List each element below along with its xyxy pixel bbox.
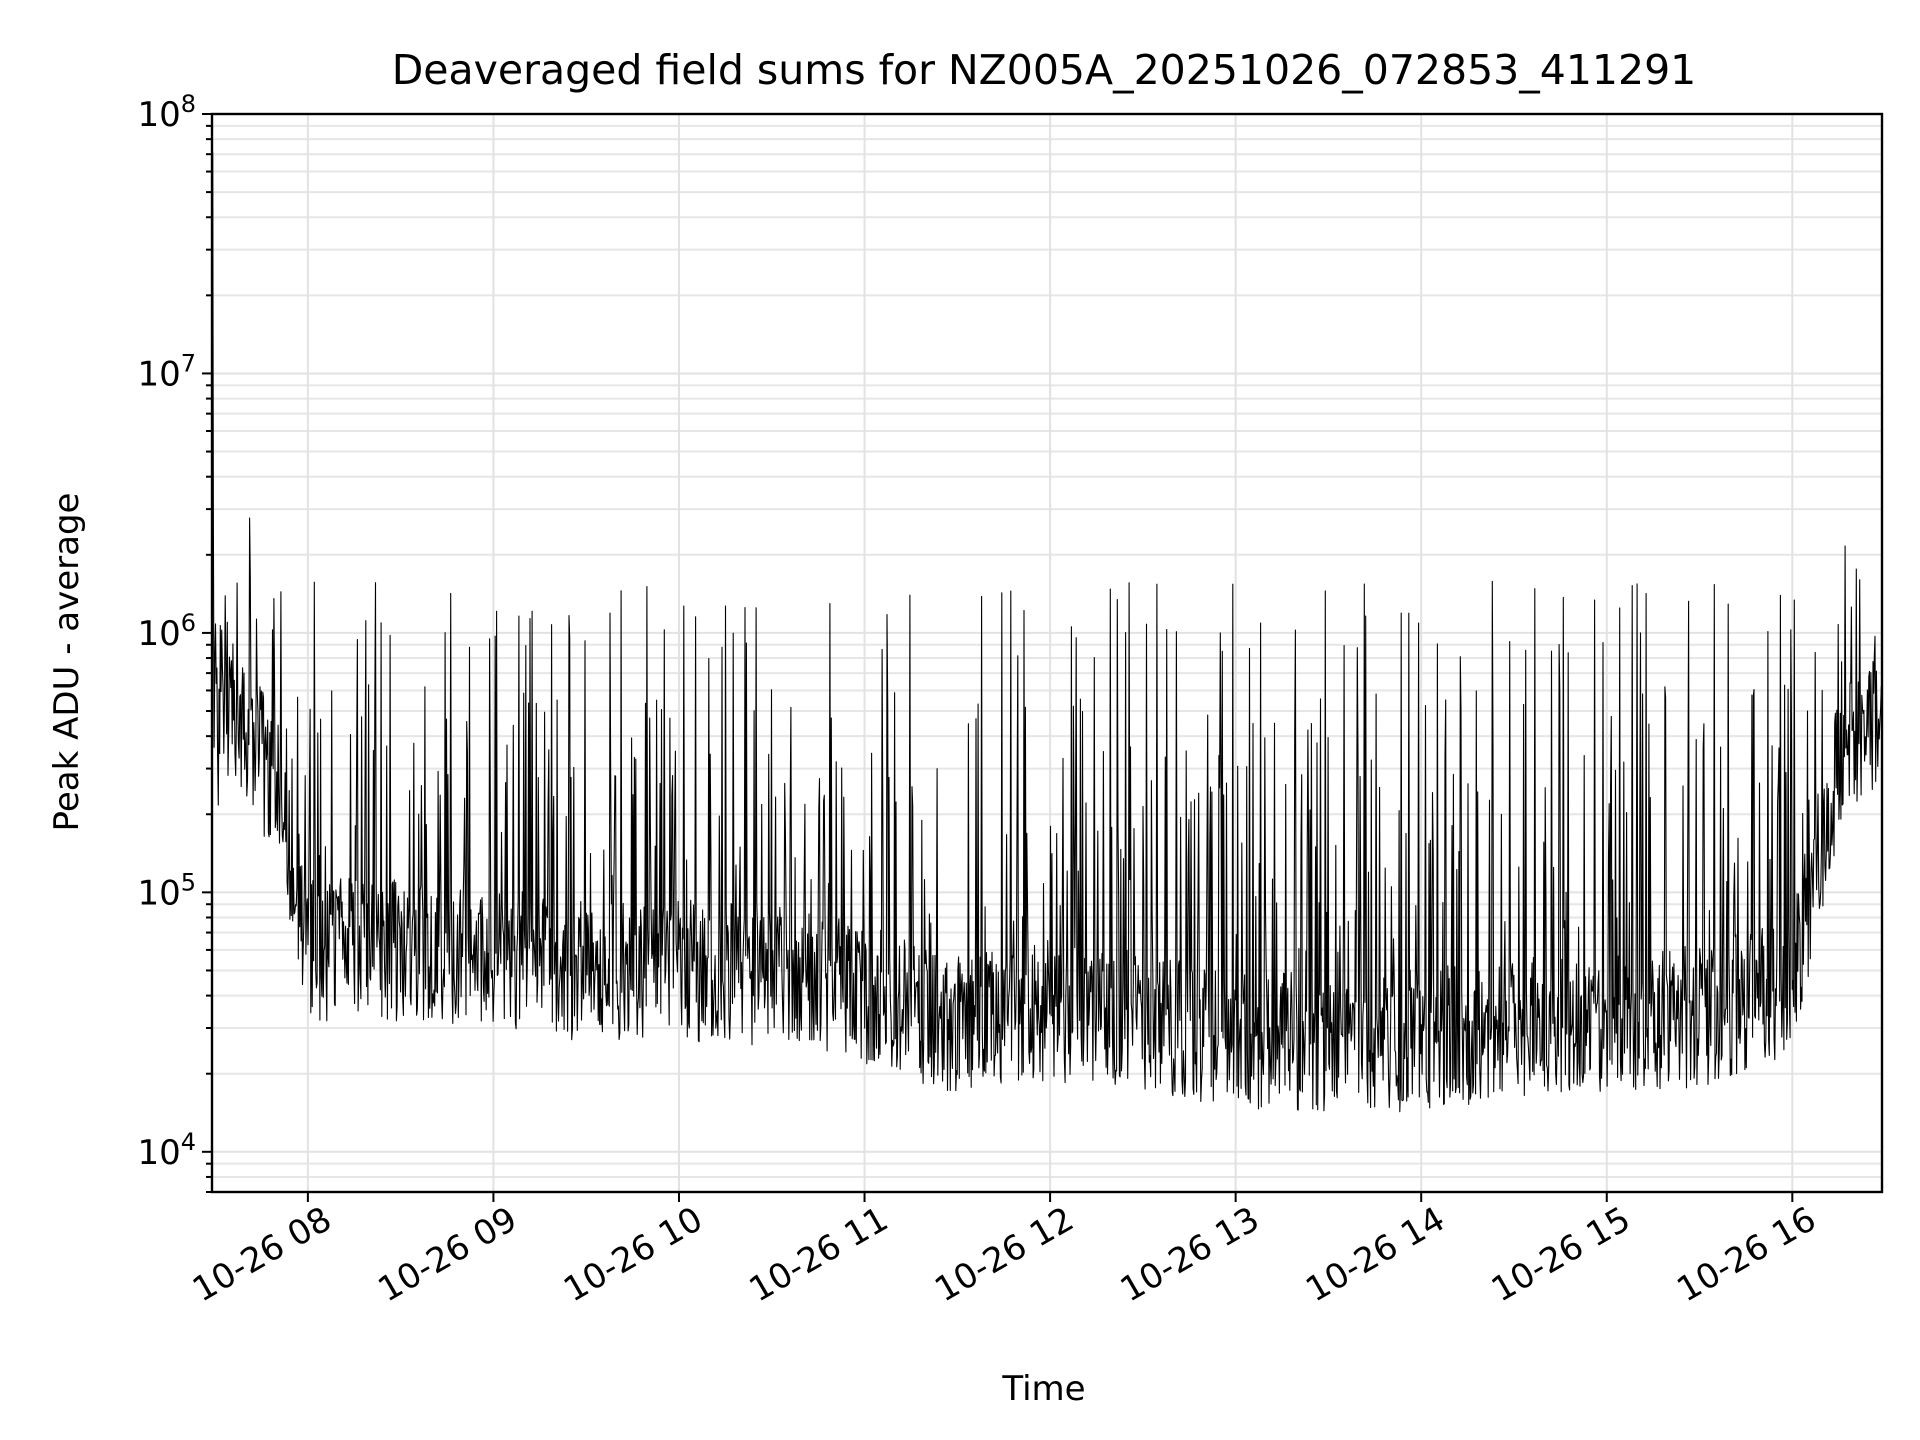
chart-title: Deaveraged field sums for NZ005A_2025102… <box>392 46 1697 94</box>
series-layer <box>211 152 1883 1113</box>
x-axis-label: Time <box>1001 1369 1085 1409</box>
plot-frame <box>210 112 1884 1194</box>
y-tick-label: 106 <box>137 609 196 654</box>
y-axis-label: Peak ADU - average <box>47 493 87 832</box>
x-tick-label: 10-26 14 <box>1299 1199 1451 1310</box>
x-tick-label: 10-26 15 <box>1485 1199 1637 1310</box>
y-tick-label: 108 <box>137 90 196 135</box>
x-tick-label: 10-26 08 <box>186 1199 338 1310</box>
x-tick-label: 10-26 11 <box>743 1199 895 1310</box>
x-tick-label: 10-26 13 <box>1114 1199 1266 1310</box>
x-tick-label: 10-26 16 <box>1670 1199 1822 1310</box>
x-tick-label: 10-26 12 <box>928 1199 1080 1310</box>
y-tick-label: 107 <box>137 349 196 394</box>
x-tick-label: 10-26 10 <box>557 1199 709 1310</box>
x-tick-label: 10-26 09 <box>372 1199 524 1310</box>
y-tick-label: 104 <box>137 1128 196 1173</box>
y-tick-label: 105 <box>137 868 196 913</box>
axes <box>202 112 1884 1202</box>
series-line-0 <box>211 152 1883 1113</box>
grid <box>212 113 1882 1193</box>
